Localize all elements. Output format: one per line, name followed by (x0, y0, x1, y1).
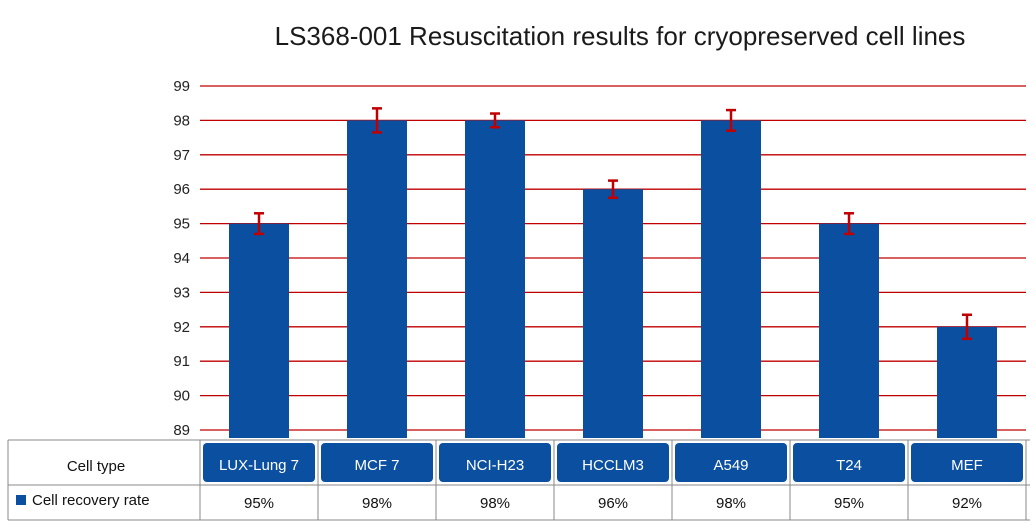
y-tick-label: 90 (173, 388, 190, 405)
y-tick-label: 95 (173, 216, 190, 233)
error-bar (726, 108, 736, 132)
value-label: 95% (244, 495, 274, 512)
bar (937, 326, 997, 438)
bar (229, 223, 289, 438)
category-header-cell (557, 443, 669, 482)
error-bar (608, 179, 618, 200)
value-label: 98% (716, 495, 746, 512)
category-label: HCCLM3 (582, 457, 644, 474)
category-label: LUX-Lung 7 (219, 457, 299, 474)
category-label: T24 (836, 457, 862, 474)
error-bar (844, 212, 854, 236)
category-label: NCI-H23 (466, 457, 524, 474)
y-tick-label: 93 (173, 284, 190, 301)
y-axis-ticks: 89 90 91 92 93 94 95 96 97 98 99 (173, 78, 190, 439)
y-tick-label: 96 (173, 181, 190, 198)
bars (229, 120, 997, 439)
value-label: 98% (480, 495, 510, 512)
y-tick-label: 94 (173, 250, 190, 267)
value-label: 92% (952, 495, 982, 512)
category-header-cell (793, 443, 905, 482)
y-tick-label: 98 (173, 112, 190, 129)
legend-swatch (16, 495, 26, 505)
error-bars (254, 107, 972, 341)
data-table: Cell type Cell recovery rate LUX-Lung 7 95%… (7, 439, 1030, 521)
bar (465, 120, 525, 439)
y-tick-label: 97 (173, 147, 190, 164)
table-header-label: Cell type (67, 458, 125, 475)
chart-title: LS368-001 Resuscitation results for cryo… (275, 21, 966, 51)
bar (347, 120, 407, 439)
category-header-cell (675, 443, 787, 482)
value-label: 95% (834, 495, 864, 512)
y-tick-label: 91 (173, 353, 190, 370)
category-label: MCF 7 (355, 457, 400, 474)
y-tick-label: 89 (173, 422, 190, 439)
bar (583, 189, 643, 438)
series-label: Cell recovery rate (32, 492, 150, 509)
y-tick-label: 99 (173, 78, 190, 95)
error-bar (254, 212, 264, 236)
category-header-cell (321, 443, 433, 482)
value-label: 96% (598, 495, 628, 512)
y-tick-label: 92 (173, 319, 190, 336)
category-header-cell (203, 443, 315, 482)
bar (701, 120, 761, 439)
category-label: MEF (951, 457, 983, 474)
error-bar (372, 107, 382, 134)
bar (819, 223, 879, 438)
error-bar (490, 112, 500, 129)
category-header-cell (439, 443, 551, 482)
error-bar (962, 313, 972, 341)
category-label: A549 (713, 457, 748, 474)
value-label: 98% (362, 495, 392, 512)
category-header-cell (911, 443, 1023, 482)
